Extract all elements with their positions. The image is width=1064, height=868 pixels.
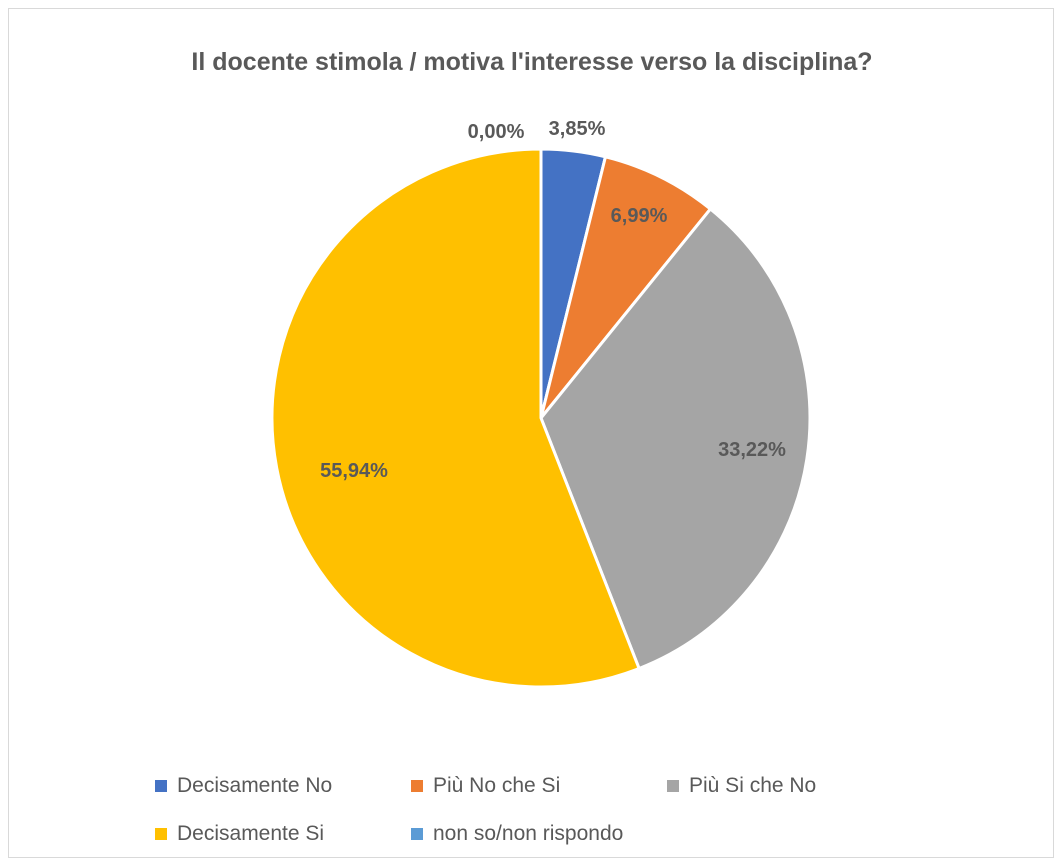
- legend-label: non so/non rispondo: [433, 822, 624, 845]
- data-label-non-so-non-rispondo: 0,00%: [468, 121, 525, 143]
- legend-item-piu-si-che-no: Più Si che No: [667, 773, 816, 799]
- legend-label: Decisamente No: [177, 774, 333, 797]
- data-label-decisamente-no: 3,85%: [549, 118, 606, 140]
- legend-label: Più Si che No: [689, 774, 817, 797]
- data-label-piu-no-che-si: 6,99%: [611, 205, 668, 227]
- pie-slice-piu-si-che-no: [539, 206, 812, 671]
- legend-label: Decisamente Si: [177, 822, 325, 845]
- pie-slice-decisamente-si: [270, 147, 642, 689]
- legend-swatch: [411, 828, 423, 840]
- legend-item-non-so-non-rispondo: non so/non rispondo: [411, 821, 623, 847]
- legend-swatch: [155, 780, 167, 792]
- data-label-decisamente-si: 55,94%: [320, 460, 388, 482]
- legend-item-decisamente-no: Decisamente No: [155, 773, 332, 799]
- legend-item-piu-no-che-si: Più No che Si: [411, 773, 560, 799]
- legend-label: Più No che Si: [433, 774, 561, 797]
- legend-swatch: [667, 780, 679, 792]
- chart-title: Il docente stimola / motiva l'interesse …: [191, 48, 873, 76]
- data-label-piu-si-che-no: 33,22%: [718, 439, 786, 461]
- legend-swatch: [155, 828, 167, 840]
- pie-slice-piu-no-che-si: [539, 155, 713, 419]
- legend-item-decisamente-si: Decisamente Si: [155, 821, 324, 847]
- legend-swatch: [411, 780, 423, 792]
